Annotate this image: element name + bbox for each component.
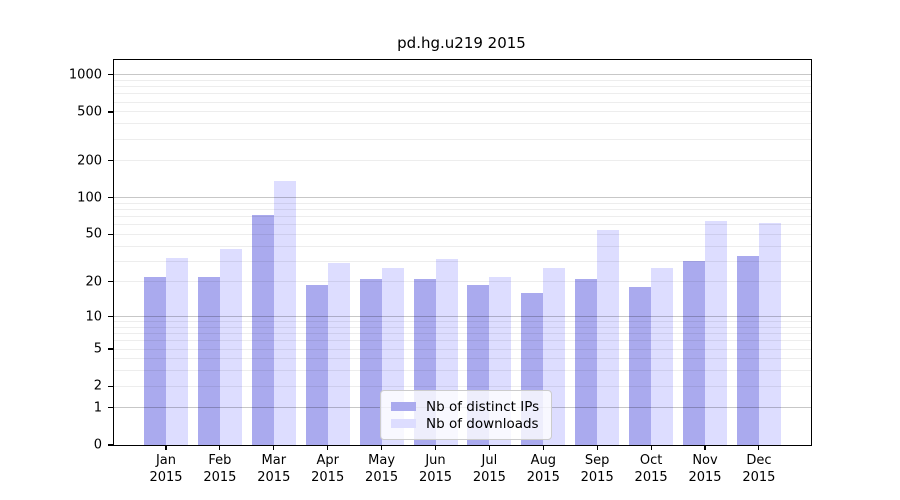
x-tick-year: 2015: [634, 470, 668, 485]
x-tick-mark: [704, 445, 706, 450]
y-tick-label: 1: [93, 400, 102, 416]
y-tick-label: 1000: [68, 67, 102, 83]
bar-downloads: [273, 181, 296, 445]
bar-downloads: [597, 230, 620, 445]
x-tick-mark: [758, 445, 760, 450]
x-tick-label: May 2015: [347, 452, 417, 486]
legend: Nb of distinct IPs Nb of downloads: [380, 390, 553, 440]
x-tick-label: Jun 2015: [401, 452, 471, 486]
x-tick-mark: [273, 445, 275, 450]
y-tick-mark: [108, 407, 113, 409]
bar-downloads: [219, 248, 242, 445]
x-tick-label: Aug 2015: [508, 452, 578, 486]
x-tick-year: 2015: [526, 470, 560, 485]
x-tick-year: 2015: [149, 470, 183, 485]
x-tick-year: 2015: [365, 470, 399, 485]
bars-layer: [114, 60, 811, 445]
x-tick-month: May: [368, 453, 396, 468]
legend-label-distinct-ips: Nb of distinct IPs: [426, 398, 540, 415]
y-tick-label: 50: [85, 226, 102, 242]
y-tick-label: 2: [93, 378, 102, 394]
x-tick-label: Oct 2015: [616, 452, 686, 486]
x-tick-mark: [327, 445, 329, 450]
bar-distinct-ips: [359, 279, 382, 445]
x-tick-year: 2015: [418, 470, 453, 485]
y-tick-label: 200: [77, 153, 102, 169]
x-tick-mark: [542, 445, 544, 450]
x-tick-mark: [434, 445, 437, 450]
y-tick-mark: [108, 444, 113, 446]
x-tick-month: Dec: [746, 453, 772, 468]
x-tick-mark: [381, 445, 383, 450]
x-tick-label: Jul 2015: [454, 452, 524, 486]
x-tick-mark: [596, 445, 598, 450]
y-tick-mark: [108, 160, 113, 162]
bar-distinct-ips: [305, 284, 328, 445]
x-tick-year: 2015: [472, 470, 506, 485]
bar-downloads: [166, 257, 188, 445]
x-tick-year: 2015: [580, 470, 614, 485]
y-tick-label: 500: [77, 104, 102, 120]
legend-swatch-downloads: [391, 419, 416, 428]
legend-swatch-distinct-ips: [391, 402, 416, 411]
x-tick-label: Nov 2015: [670, 452, 740, 486]
y-tick-mark: [108, 281, 113, 283]
x-tick-year: 2015: [742, 470, 776, 485]
y-tick-mark: [108, 111, 113, 113]
bar-distinct-ips: [683, 261, 705, 445]
x-tick-year: 2015: [688, 470, 722, 485]
x-tick-month: Feb: [208, 453, 232, 468]
bar-downloads: [327, 262, 350, 445]
legend-label-downloads: Nb of downloads: [426, 415, 539, 432]
bar-distinct-ips: [629, 287, 652, 445]
y-tick-label: 20: [85, 274, 102, 290]
bar-downloads: [758, 223, 781, 445]
bar-downloads: [651, 268, 674, 445]
x-tick-month: Oct: [639, 453, 663, 468]
x-tick-mark: [165, 445, 167, 450]
x-tick-label: Sep 2015: [562, 452, 632, 486]
bar-distinct-ips: [251, 215, 274, 445]
x-tick-mark: [650, 445, 652, 450]
x-tick-mark: [488, 445, 490, 450]
x-tick-label: Mar 2015: [239, 452, 309, 486]
y-tick-mark: [108, 315, 113, 318]
x-tick-month: Jul: [481, 453, 498, 468]
x-tick-label: Jan 2015: [131, 452, 201, 486]
y-tick-label: 100: [77, 190, 102, 206]
x-tick-mark: [219, 445, 221, 450]
x-tick-month: Aug: [530, 453, 556, 468]
y-tick-mark: [108, 74, 113, 76]
x-tick-year: 2015: [203, 470, 237, 485]
x-tick-label: Feb 2015: [185, 452, 255, 486]
chart-title: pd.hg.u219 2015: [397, 34, 526, 52]
legend-item-downloads: Nb of downloads: [391, 415, 539, 432]
x-tick-month: Apr: [316, 453, 339, 468]
plot-area: Nb of distinct IPs Nb of downloads 0 1 2 5 1…: [69, 59, 812, 485]
bar-distinct-ips: [197, 277, 220, 445]
y-tick-mark: [108, 233, 113, 235]
bar-downloads: [705, 221, 727, 445]
bar-distinct-ips: [736, 256, 759, 445]
y-tick-label: 0: [93, 437, 102, 453]
x-tick-month: Jan: [155, 453, 177, 468]
bar-distinct-ips: [144, 277, 166, 445]
x-tick-year: 2015: [257, 470, 291, 485]
x-tick-month: Nov: [692, 453, 718, 468]
x-tick-label: Apr 2015: [293, 452, 363, 486]
bar-distinct-ips: [575, 279, 598, 445]
legend-item-distinct-ips: Nb of distinct IPs: [391, 398, 539, 415]
y-tick-mark: [108, 348, 113, 350]
x-tick-label: Dec 2015: [724, 452, 794, 486]
x-tick-year: 2015: [311, 470, 345, 485]
y-tick-label: 10: [85, 309, 102, 325]
x-tick-month: Jun: [425, 453, 446, 468]
y-tick-label: 5: [93, 341, 102, 357]
y-tick-mark: [108, 197, 113, 199]
x-tick-month: Mar: [261, 453, 287, 468]
x-tick-month: Sep: [584, 453, 610, 468]
y-tick-mark: [108, 385, 113, 387]
